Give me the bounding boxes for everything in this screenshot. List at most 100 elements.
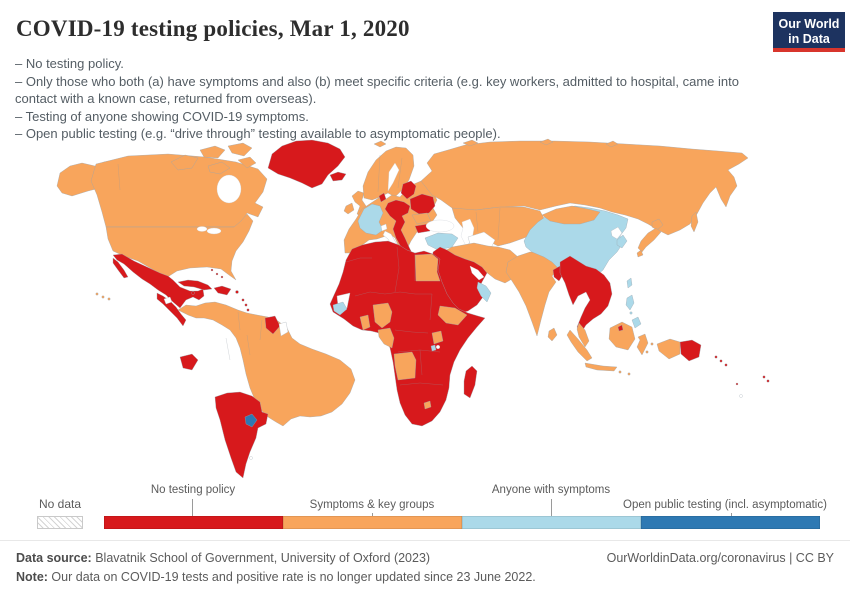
country-iceland[interactable] [329, 171, 347, 182]
legend-bar-segment-0[interactable] [104, 516, 283, 529]
legend-bar-segment-3[interactable] [641, 516, 820, 529]
arctic-island[interactable] [237, 156, 257, 169]
falkland-islands[interactable] [249, 456, 253, 460]
arctic-island[interactable] [207, 161, 231, 175]
lesser-antilles[interactable] [246, 308, 250, 312]
japan-kyushu[interactable] [636, 249, 644, 258]
sulawesi[interactable] [636, 333, 649, 356]
country-hispaniola[interactable] [213, 285, 232, 296]
bahamas[interactable] [215, 272, 219, 276]
legend-bar-segment-1[interactable] [283, 516, 462, 529]
country-ethiopia[interactable] [437, 305, 468, 326]
country-romania[interactable] [411, 212, 432, 225]
arctic-island[interactable] [227, 142, 253, 157]
legend-bar-segment-2[interactable] [462, 516, 641, 529]
russian-arctic-island[interactable] [462, 139, 479, 147]
country-ireland[interactable] [343, 202, 355, 215]
hawaii[interactable] [107, 297, 111, 301]
bahamas[interactable] [220, 275, 224, 279]
malay-peninsula[interactable] [576, 322, 590, 348]
russian-arctic-island[interactable] [605, 140, 619, 148]
lesser-sunda[interactable] [618, 370, 622, 374]
lesser-antilles[interactable] [244, 303, 248, 307]
country-russia[interactable] [420, 140, 749, 236]
country-rwanda[interactable] [430, 344, 437, 352]
country-puerto-rico[interactable] [235, 290, 239, 294]
fiji[interactable] [766, 379, 770, 383]
country-guyana[interactable] [264, 315, 281, 335]
country-guinea[interactable] [332, 301, 348, 316]
new-caledonia[interactable] [739, 394, 743, 398]
country-oman-uae[interactable] [476, 281, 492, 303]
moluccas[interactable] [645, 350, 649, 354]
svalbard[interactable] [373, 140, 387, 148]
baja-california[interactable] [112, 257, 129, 279]
japan-hokkaido[interactable] [651, 218, 664, 231]
hawaii[interactable] [95, 292, 99, 296]
legend-nodata-swatch[interactable] [37, 516, 83, 529]
country-greenland[interactable] [267, 139, 346, 189]
footer-rights-link[interactable]: OurWorldinData.org/coronavirus | CC BY [606, 551, 834, 565]
country-lesotho[interactable] [423, 400, 432, 410]
arctic-island[interactable] [170, 154, 199, 171]
solomon-islands[interactable] [714, 355, 718, 359]
country-france[interactable] [357, 203, 384, 236]
vanuatu[interactable] [735, 382, 739, 386]
solomon-islands[interactable] [719, 359, 723, 363]
country-mongolia[interactable] [541, 205, 601, 225]
central-europe-balkans[interactable] [384, 199, 414, 258]
south-america-base[interactable] [177, 301, 356, 427]
sumatra[interactable] [566, 329, 593, 362]
west-papua[interactable] [656, 338, 681, 360]
cameroon-gabon[interactable] [377, 327, 395, 349]
country-denmark[interactable] [378, 192, 387, 203]
fiji[interactable] [762, 375, 766, 379]
java[interactable] [584, 362, 618, 372]
legend-label-symptoms-key-groups[interactable]: Symptoms & key groups [309, 499, 435, 511]
russian-arctic-island[interactable] [539, 138, 554, 146]
country-ecuador[interactable] [179, 353, 199, 371]
legend-label-no-testing-policy[interactable]: No testing policy [150, 484, 236, 496]
japan-honshu[interactable] [637, 227, 662, 253]
country-south-korea[interactable] [616, 234, 628, 249]
owid-logo[interactable]: Our World in Data [773, 12, 845, 52]
country-uganda[interactable] [431, 330, 444, 345]
legend-label-anyone-with-symptoms[interactable]: Anyone with symptoms [491, 484, 611, 496]
country-sri-lanka[interactable] [547, 327, 558, 342]
africa-base[interactable] [329, 240, 486, 427]
lesser-antilles[interactable] [241, 298, 245, 302]
country-angola[interactable] [393, 351, 417, 381]
country-india[interactable] [505, 251, 563, 337]
southern-cone[interactable] [214, 391, 269, 479]
country-jamaica[interactable] [191, 291, 195, 295]
country-turkey[interactable] [424, 232, 459, 251]
solomon-islands[interactable] [724, 363, 728, 367]
country-papua-new-guinea[interactable] [679, 339, 702, 362]
bahamas[interactable] [210, 268, 214, 272]
sakhalin[interactable] [690, 211, 699, 233]
lesser-sunda[interactable] [627, 372, 631, 376]
baltic-states[interactable] [400, 180, 417, 200]
borneo[interactable] [608, 321, 636, 351]
philippines-mindanao[interactable] [631, 316, 642, 329]
country-egypt[interactable] [414, 253, 441, 282]
country-madagascar[interactable] [463, 365, 478, 399]
hawaii[interactable] [101, 295, 105, 299]
country-suriname[interactable] [278, 321, 289, 337]
country-uruguay[interactable] [244, 413, 258, 428]
country-brunei[interactable] [617, 324, 624, 332]
philippines-luzon[interactable] [625, 294, 635, 311]
moluccas[interactable] [650, 342, 654, 346]
country-mexico[interactable] [112, 253, 205, 309]
country-taiwan[interactable] [626, 277, 633, 289]
country-ghana[interactable] [359, 314, 371, 331]
country-nigeria[interactable] [372, 302, 393, 329]
country-north-korea[interactable] [610, 226, 623, 240]
country-ukraine[interactable] [409, 193, 436, 215]
legend-label-open-public-testing[interactable]: Open public testing (incl. asymptomatic) [623, 499, 827, 511]
country-cuba[interactable] [177, 279, 213, 291]
country-honduras[interactable] [163, 296, 173, 305]
country-switzerland[interactable] [380, 223, 388, 232]
philippines-visayas[interactable] [629, 311, 633, 315]
